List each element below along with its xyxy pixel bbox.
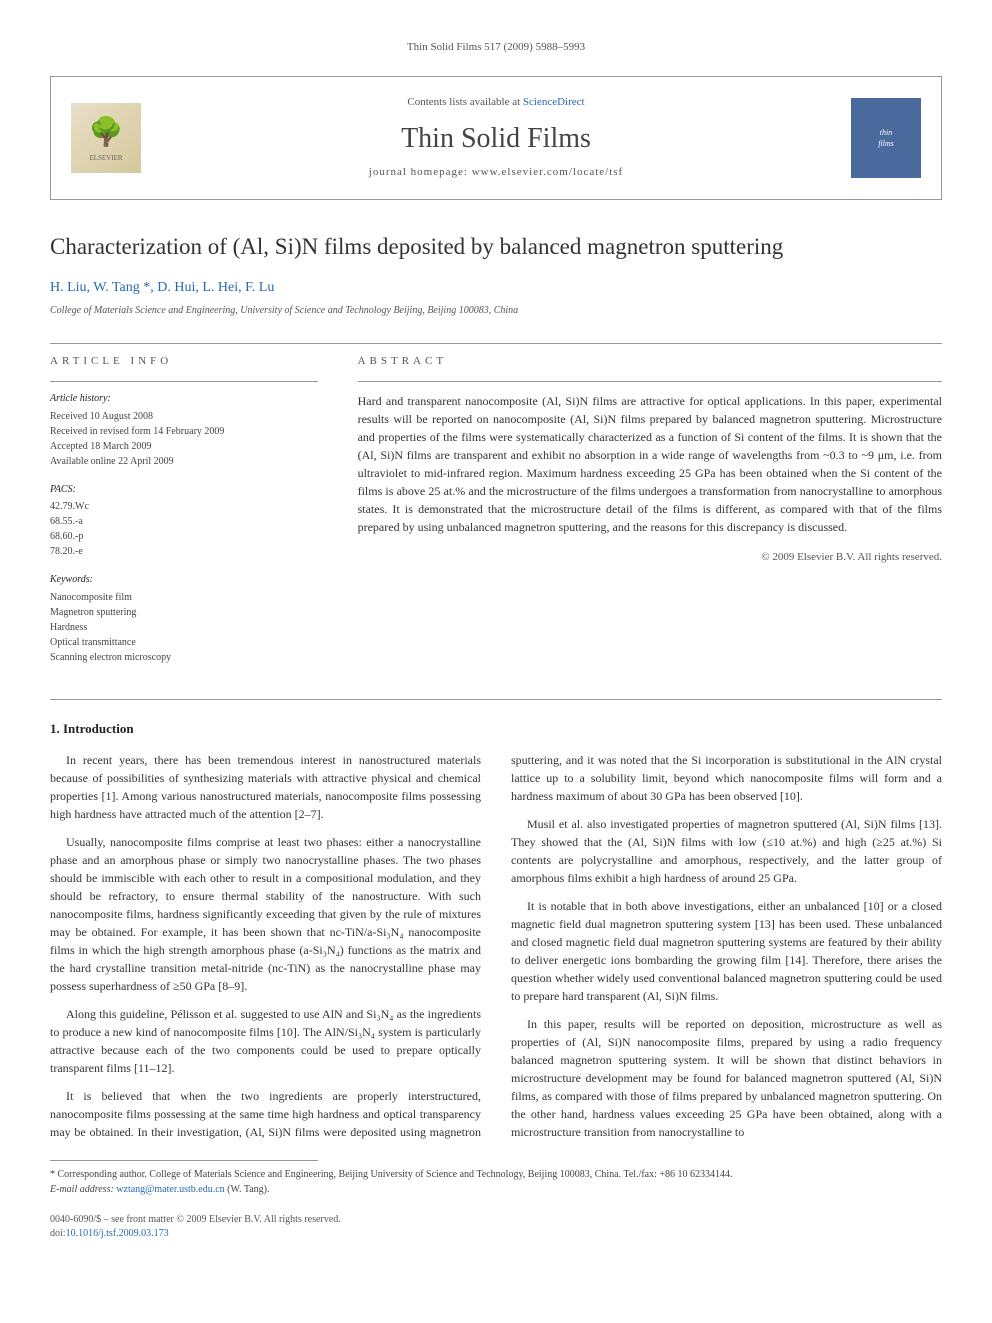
doi-line: doi:10.1016/j.tsf.2009.03.173 <box>50 1227 942 1242</box>
body-para: Along this guideline, Pélisson et al. su… <box>50 1005 481 1077</box>
footnote-text: Corresponding author. College of Materia… <box>58 1169 733 1180</box>
keyword: Magnetron sputtering <box>50 605 318 620</box>
body-para: Usually, nanocomposite films comprise at… <box>50 833 481 995</box>
email-label: E-mail address: <box>50 1184 114 1195</box>
body-para: Musil et al. also investigated propertie… <box>511 815 942 887</box>
sciencedirect-link[interactable]: ScienceDirect <box>523 96 585 108</box>
journal-name: Thin Solid Films <box>161 119 831 160</box>
history-revised: Received in revised form 14 February 200… <box>50 424 318 439</box>
author-list: H. Liu, W. Tang *, D. Hui, L. Hei, F. Lu <box>50 278 942 298</box>
body-para: It is notable that in both above investi… <box>511 897 942 1005</box>
abstract-column: ABSTRACT Hard and transparent nanocompos… <box>358 354 942 679</box>
body-para: In this paper, results will be reported … <box>511 1015 942 1141</box>
page-footer: 0040-6090/$ – see front matter © 2009 El… <box>50 1213 942 1242</box>
divider <box>358 381 942 382</box>
homepage-prefix: journal homepage: <box>369 166 472 178</box>
email-link[interactable]: wztang@mater.ustb.edu.cn <box>116 1184 224 1195</box>
body-para: In recent years, there has been tremendo… <box>50 751 481 823</box>
section-1-heading: 1. Introduction <box>50 720 942 739</box>
info-abstract-row: ARTICLE INFO Article history: Received 1… <box>50 354 942 679</box>
footnote-marker: * <box>50 1169 55 1180</box>
homepage-url: www.elsevier.com/locate/tsf <box>472 166 624 178</box>
history-online: Available online 22 April 2009 <box>50 454 318 469</box>
footnote-separator <box>50 1160 318 1161</box>
divider <box>50 381 318 382</box>
pacs-block: PACS: 42.79.Wc 68.55.-a 68.60.-p 78.20.-… <box>50 483 318 560</box>
journal-center: Contents lists available at ScienceDirec… <box>161 95 831 181</box>
cover-text-1: thin <box>880 127 892 139</box>
contents-prefix: Contents lists available at <box>407 96 522 108</box>
front-matter-line: 0040-6090/$ – see front matter © 2009 El… <box>50 1213 942 1228</box>
keywords-label: Keywords: <box>50 573 318 588</box>
keyword: Hardness <box>50 620 318 635</box>
abstract-copyright: © 2009 Elsevier B.V. All rights reserved… <box>358 550 942 566</box>
keyword: Nanocomposite film <box>50 590 318 605</box>
keywords-block: Keywords: Nanocomposite film Magnetron s… <box>50 573 318 665</box>
article-history-block: Article history: Received 10 August 2008… <box>50 392 318 469</box>
author-link[interactable]: H. Liu, W. Tang *, D. Hui, L. Hei, F. Lu <box>50 280 274 295</box>
pacs-code: 42.79.Wc <box>50 499 318 514</box>
abstract-text: Hard and transparent nanocomposite (Al, … <box>358 392 942 536</box>
article-info-heading: ARTICLE INFO <box>50 354 318 370</box>
journal-header-box: 🌳 ELSEVIER Contents lists available at S… <box>50 76 942 200</box>
cover-text-2: films <box>878 138 894 150</box>
contents-available-line: Contents lists available at ScienceDirec… <box>161 95 831 111</box>
doi-prefix: doi: <box>50 1228 66 1239</box>
affiliation: College of Materials Science and Enginee… <box>50 304 942 319</box>
pacs-code: 68.55.-a <box>50 514 318 529</box>
body-text-columns: In recent years, there has been tremendo… <box>50 751 942 1146</box>
publisher-name: ELSEVIER <box>89 153 122 163</box>
keyword: Optical transmittance <box>50 635 318 650</box>
history-received: Received 10 August 2008 <box>50 409 318 424</box>
abstract-heading: ABSTRACT <box>358 354 942 370</box>
history-accepted: Accepted 18 March 2009 <box>50 439 318 454</box>
divider <box>50 343 942 344</box>
publisher-logo: 🌳 ELSEVIER <box>71 103 141 173</box>
keyword: Scanning electron microscopy <box>50 650 318 665</box>
running-header: Thin Solid Films 517 (2009) 5988–5993 <box>50 40 942 56</box>
pacs-code: 68.60.-p <box>50 529 318 544</box>
history-label: Article history: <box>50 392 318 407</box>
email-person: (W. Tang). <box>227 1184 269 1195</box>
body-section: 1. Introduction In recent years, there h… <box>50 720 942 1146</box>
divider <box>50 699 942 700</box>
tree-icon: 🌳 <box>89 113 124 154</box>
pacs-code: 78.20.-e <box>50 544 318 559</box>
homepage-line: journal homepage: www.elsevier.com/locat… <box>161 165 831 181</box>
corresponding-author-footnote: * Corresponding author. College of Mater… <box>50 1167 942 1197</box>
pacs-label: PACS: <box>50 483 318 498</box>
article-title: Characterization of (Al, Si)N films depo… <box>50 230 942 263</box>
article-info-column: ARTICLE INFO Article history: Received 1… <box>50 354 318 679</box>
doi-link[interactable]: 10.1016/j.tsf.2009.03.173 <box>66 1228 169 1239</box>
journal-cover-thumbnail: thin films <box>851 98 921 178</box>
